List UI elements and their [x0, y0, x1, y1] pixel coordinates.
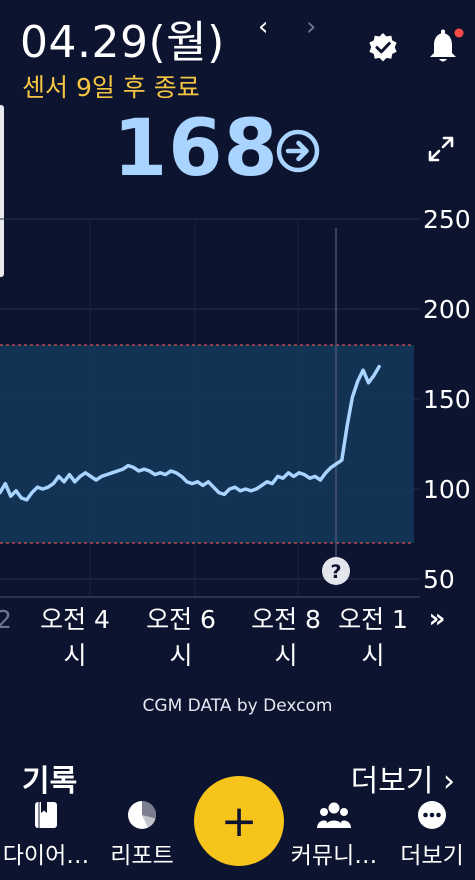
notification-dot [454, 28, 464, 38]
y-tick-label: 250 [423, 210, 471, 234]
expand-icon[interactable] [426, 134, 456, 164]
records-more-link[interactable]: 더보기 › [350, 764, 455, 799]
cgm-watermark: CGM DATA by Dexcom [142, 696, 333, 716]
trend-arrow-right-icon [276, 129, 320, 173]
side-panel-handle[interactable] [0, 105, 4, 277]
report-icon [128, 801, 156, 829]
date-title: 04.29(월) [20, 17, 225, 68]
plus-icon: + [221, 796, 258, 847]
diary-icon [35, 802, 57, 828]
scroll-forward-button[interactable]: » [429, 604, 446, 634]
y-tick-label: 100 [423, 475, 471, 504]
y-tick-label: 150 [423, 385, 471, 414]
verified-badge-icon[interactable] [367, 32, 399, 64]
y-tick-label: 50 [423, 565, 455, 594]
community-icon [317, 802, 351, 828]
next-day-button[interactable]: › [306, 12, 317, 42]
more-icon [418, 801, 446, 829]
sensor-status: 센서 9일 후 종료 [22, 73, 200, 102]
tab-diary[interactable]: 다이어… [0, 794, 96, 870]
add-record-button[interactable]: + [194, 776, 284, 866]
target-range-band [0, 345, 414, 543]
x-tick-label: 2 [0, 605, 12, 634]
help-icon: ? [330, 561, 341, 583]
bottom-tab-bar: 다이어… 리포트 커뮤니… 더보기 [0, 794, 475, 880]
tab-report[interactable]: 리포트 [92, 794, 192, 870]
glucose-reading: 168 [113, 104, 279, 194]
prev-day-button[interactable]: ‹ [258, 12, 269, 42]
tab-community[interactable]: 커뮤니… [284, 794, 384, 870]
y-tick-label: 200 [423, 295, 471, 324]
chart-help-button[interactable]: ? [322, 557, 350, 585]
tab-more[interactable]: 더보기 [382, 794, 475, 870]
notification-bell-icon[interactable] [426, 28, 466, 66]
records-title: 기록 [22, 764, 78, 799]
glucose-series-line [0, 364, 381, 502]
